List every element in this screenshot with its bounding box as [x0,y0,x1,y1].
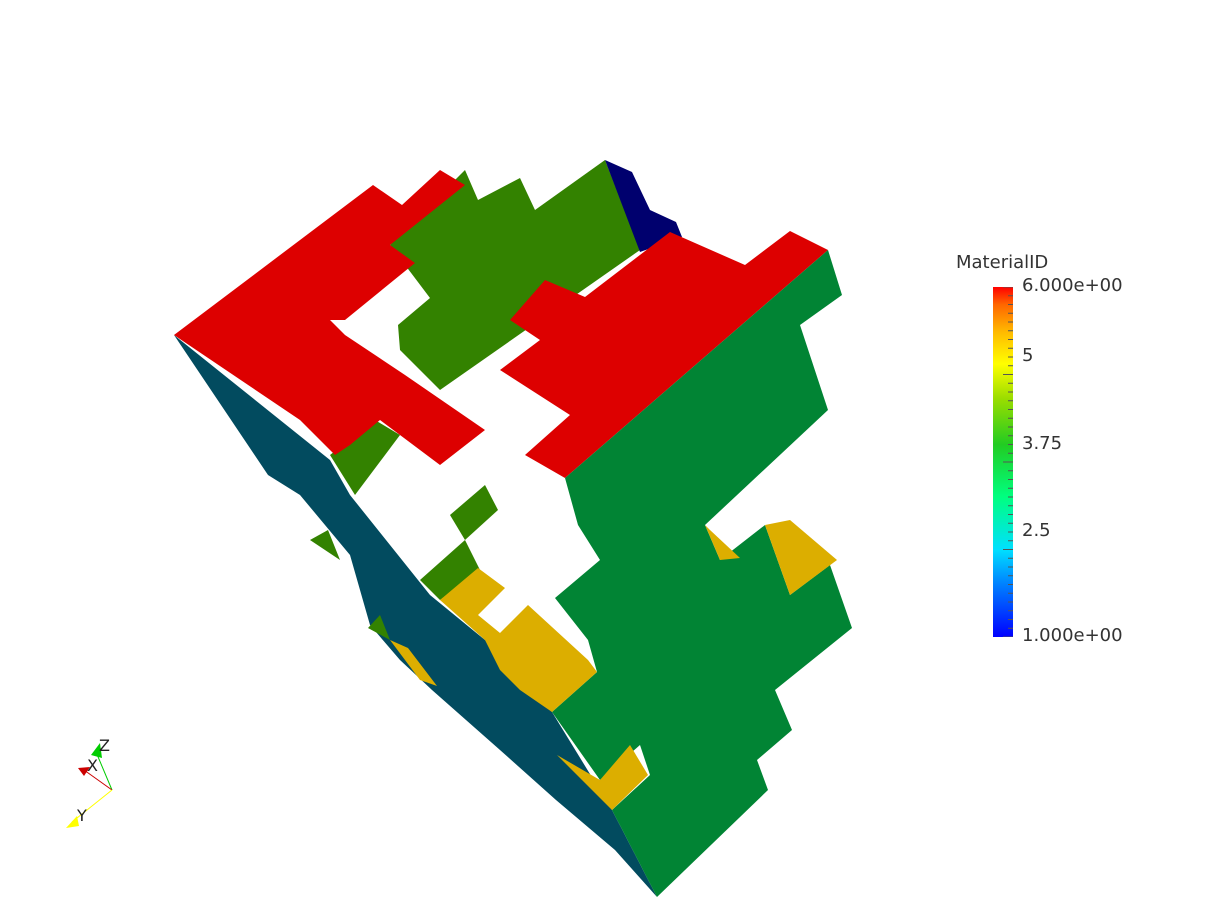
orientation-axes-widget [66,743,113,828]
scalar-bar[interactable] [993,287,1013,637]
dark-green-small-block [420,540,480,600]
scalar-bar-tick-3-75: 3.75 [1022,433,1063,454]
teal-side-face [174,335,657,897]
scalar-bar-tick-max: 6.000e+00 [1022,275,1123,296]
red-top-face-right [500,231,828,478]
dark-green-small-block [368,615,390,640]
scalar-bar-tick-5: 5 [1022,345,1034,366]
axis-label-x: X [87,756,98,775]
red-top-face-left [174,170,485,465]
z-axis-cone-icon [91,743,102,758]
y-axis-line [71,789,113,823]
axis-label-y: Y [77,806,87,825]
y-axis-cone-icon [66,816,79,828]
dark-green-small-block [330,420,400,495]
dark-green-top-block [390,160,640,390]
x-axis-line [83,769,113,791]
scalar-bar-title: MaterialID [956,252,1049,273]
yellow-block [440,568,597,712]
yellow-block [765,520,837,595]
scalar-bar-tick-min: 1.000e+00 [1022,625,1123,646]
yellow-block [557,745,648,810]
yellow-block [705,525,740,560]
yellow-block [390,640,437,686]
navy-block [605,160,682,252]
dark-green-small-block [310,530,340,560]
dark-green-small-block [450,485,498,540]
scalar-bar-minor-ticks [1003,287,1013,637]
axis-label-z: Z [99,736,110,755]
z-axis-line [95,751,113,791]
scalar-bar-tick-2-5: 2.5 [1022,520,1051,541]
x-axis-cone-icon [78,767,90,776]
green-side-face [552,250,852,897]
